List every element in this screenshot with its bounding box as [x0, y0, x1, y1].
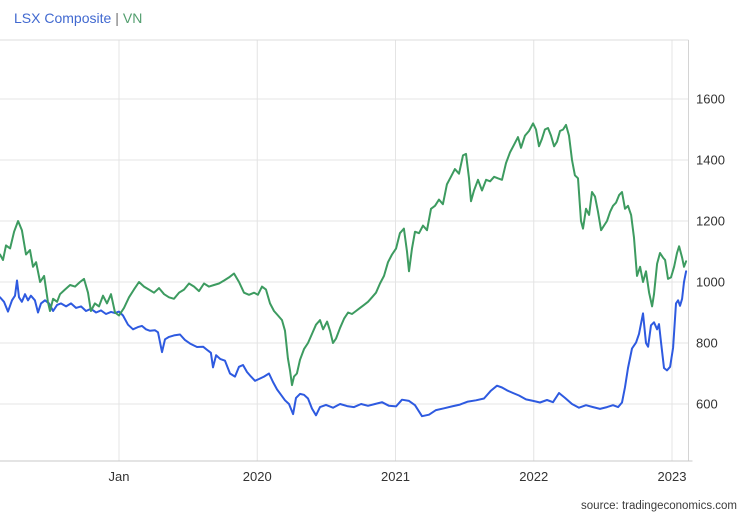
- lsx-composite-line: [0, 270, 688, 418]
- y-tick-label: 1600: [696, 92, 725, 107]
- legend-item-vn[interactable]: VN: [122, 10, 143, 26]
- y-tick-label: 1400: [696, 153, 725, 168]
- source-link[interactable]: source: tradingeconomics.com: [581, 500, 737, 512]
- x-tick-label: 2021: [381, 469, 410, 484]
- vn-line: [0, 122, 688, 387]
- legend-separator: |: [115, 10, 119, 26]
- y-tick-label: 800: [696, 336, 718, 351]
- legend-item-lsx-composite[interactable]: LSX Composite: [14, 10, 112, 26]
- y-tick-label: 1200: [696, 214, 725, 229]
- x-tick-label: 2020: [243, 469, 272, 484]
- y-tick-label: 1000: [696, 275, 725, 290]
- x-tick-label: 2023: [658, 469, 687, 484]
- x-tick-label: Jan: [109, 469, 130, 484]
- y-tick-label: 600: [696, 397, 718, 412]
- chart-legend: LSX Composite | VN: [14, 10, 142, 26]
- x-tick-label: 2022: [519, 469, 548, 484]
